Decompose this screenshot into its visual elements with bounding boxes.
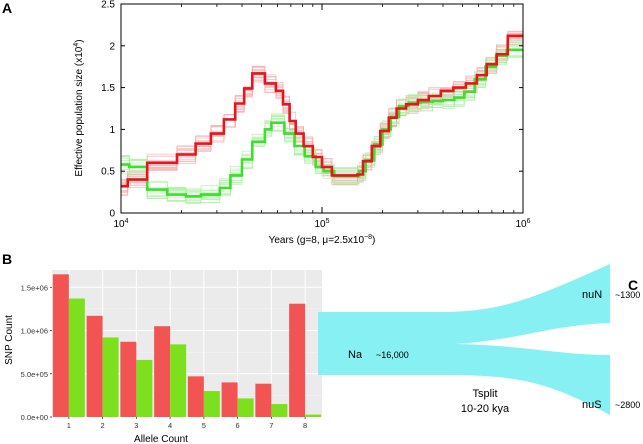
- bar: [170, 344, 187, 417]
- series-lines: [121, 34, 523, 198]
- bar: [255, 383, 272, 417]
- axes: 0 0.5 1 1.5 2 2.5 104 105 106: [101, 0, 531, 230]
- y-tick-label: 0.5: [101, 167, 115, 178]
- bootstrap-line: [121, 40, 524, 205]
- panel-b-letter: B: [2, 251, 12, 267]
- x-tick-label: 7: [269, 421, 273, 430]
- population-split-shape: [318, 264, 610, 415]
- plot-frame: [120, 3, 524, 214]
- ancestral-pop-size: ~16,000: [376, 350, 409, 360]
- bar: [154, 326, 171, 417]
- panel-b-bar-chart: 0.0e+00 5.0e+05 1.0e+06 1.5e+06 1 2 3 4 5 6 7 8 All…: [4, 270, 322, 444]
- bars: [52, 274, 322, 417]
- bootstrap-line: [121, 45, 524, 201]
- bar: [289, 303, 306, 417]
- bar: [102, 337, 119, 417]
- y-axis-label: SNP Count: [4, 315, 15, 365]
- bootstrap-line: [121, 51, 524, 202]
- x-tick-label: 5: [202, 421, 206, 430]
- bar: [136, 359, 153, 417]
- x-tick-label: 106: [515, 218, 530, 230]
- x-tick-label: 3: [134, 421, 138, 430]
- axes: 0.0e+00 5.0e+05 1.0e+06 1.5e+06 1 2 3 4 5 6 7 8: [21, 283, 308, 430]
- south-pop-size: ~2800: [615, 400, 640, 410]
- ancestral-pop-label: Na: [348, 349, 363, 361]
- x-tick-label: 105: [314, 218, 329, 230]
- y-tick-label: 5.0e+05: [21, 370, 48, 379]
- bar: [221, 382, 238, 417]
- bar: [52, 274, 69, 417]
- y-tick-label: 0: [109, 209, 115, 220]
- bar: [305, 414, 322, 417]
- y-tick-label: 2.5: [101, 0, 115, 11]
- bar: [203, 391, 220, 417]
- y-tick-label: 0.0e+00: [21, 413, 48, 422]
- bootstrap-line: [121, 45, 524, 203]
- split-label: Tsplit: [472, 388, 497, 400]
- y-tick-label: 1: [109, 125, 115, 136]
- bootstrap-line: [121, 54, 524, 199]
- north-pop-size: ~1300: [615, 290, 640, 300]
- bar: [86, 315, 103, 417]
- south-pop-label: nuS: [582, 399, 602, 411]
- x-tick-label: 4: [168, 421, 172, 430]
- y-axis-label: Effective population size (x104): [73, 39, 85, 176]
- x-tick-label: 104: [113, 218, 128, 230]
- bar: [271, 404, 288, 417]
- bar: [187, 376, 204, 417]
- panel-c-letter: C: [628, 277, 638, 293]
- panel-c-demography-diagram: Na ~16,000 nuN ~1300 nuS ~2800 Tsplit 10…: [318, 264, 640, 415]
- x-tick-label: 1: [67, 421, 71, 430]
- y-tick-label: 1.5: [101, 83, 115, 94]
- bootstrap-line: [121, 47, 524, 202]
- bar: [120, 341, 137, 417]
- x-tick-label: 2: [101, 421, 105, 430]
- bootstrap-line: [121, 43, 524, 204]
- bar: [68, 298, 85, 417]
- series-line: [121, 48, 523, 198]
- bootstrap-line: [121, 47, 524, 204]
- north-pop-label: nuN: [582, 289, 602, 301]
- x-axis-label: Years (g=8, μ=2.5x10−8): [269, 234, 376, 246]
- split-time: 10-20 kya: [461, 403, 510, 415]
- bootstrap-lines: [121, 27, 524, 205]
- x-tick-label: 8: [303, 421, 307, 430]
- series-line: [121, 34, 523, 188]
- bootstrap-line: [121, 43, 524, 202]
- panel-a-letter: A: [2, 0, 12, 16]
- x-tick-label: 6: [236, 421, 240, 430]
- y-tick-label: 1.0e+06: [21, 327, 48, 336]
- y-tick-label: 1.5e+06: [21, 283, 48, 292]
- panel-a-line-chart: 0 0.5 1 1.5 2 2.5 104 105 106 Years (g=8, μ=2.5x…: [73, 0, 531, 246]
- bar: [237, 398, 254, 417]
- x-axis-label: Allele Count: [134, 434, 188, 444]
- y-tick-label: 2: [109, 41, 115, 52]
